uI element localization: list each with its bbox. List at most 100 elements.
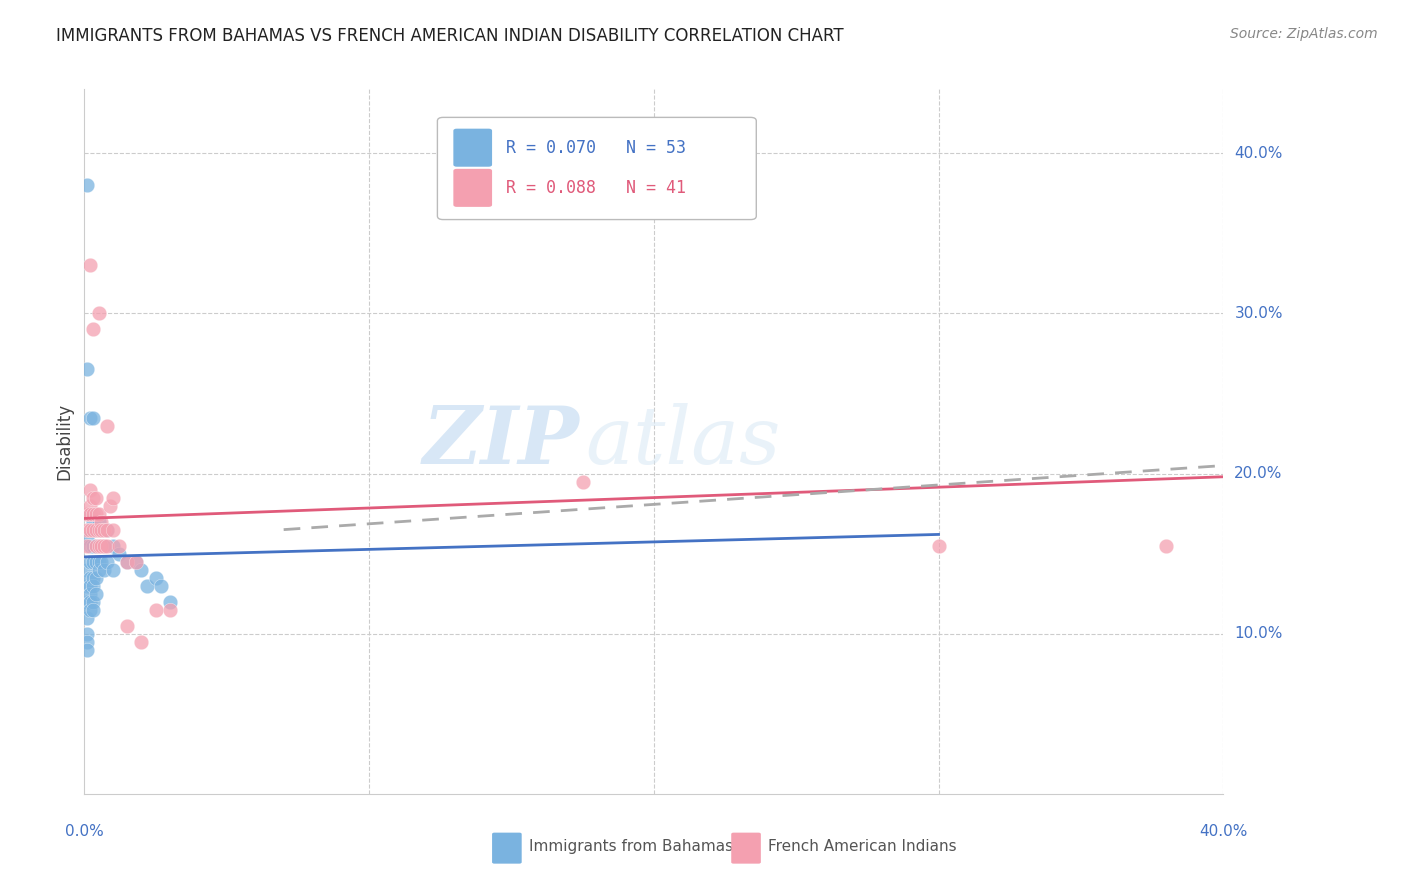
- Point: [79, 539, 101, 553]
- Point: [79, 499, 101, 513]
- Point: [82, 507, 104, 521]
- Point: [84, 507, 107, 521]
- Point: [98, 499, 121, 513]
- Point: [131, 563, 153, 577]
- Point: [90, 523, 112, 537]
- Point: [84, 539, 107, 553]
- Point: [87, 539, 110, 553]
- Point: [101, 523, 124, 537]
- Point: [79, 507, 101, 521]
- Text: 40.0%: 40.0%: [1199, 824, 1247, 839]
- Point: [571, 475, 593, 489]
- Point: [90, 523, 112, 537]
- Point: [79, 595, 101, 609]
- Point: [87, 539, 110, 553]
- Point: [107, 547, 129, 561]
- Point: [82, 555, 104, 569]
- Point: [82, 595, 104, 609]
- Point: [79, 555, 101, 569]
- Point: [79, 603, 101, 617]
- Point: [145, 603, 167, 617]
- Point: [107, 539, 129, 553]
- Point: [79, 483, 101, 497]
- Point: [84, 587, 107, 601]
- Text: Source: ZipAtlas.com: Source: ZipAtlas.com: [1230, 27, 1378, 41]
- Point: [115, 618, 138, 632]
- Point: [115, 555, 138, 569]
- Point: [76, 523, 98, 537]
- Point: [84, 491, 107, 505]
- Point: [84, 523, 107, 537]
- Point: [87, 306, 110, 320]
- Point: [82, 515, 104, 529]
- Point: [76, 531, 98, 545]
- Point: [79, 507, 101, 521]
- FancyBboxPatch shape: [437, 118, 756, 219]
- Point: [82, 410, 104, 425]
- Point: [87, 563, 110, 577]
- Point: [90, 515, 112, 529]
- Text: atlas: atlas: [585, 403, 780, 480]
- Point: [1156, 539, 1178, 553]
- FancyBboxPatch shape: [453, 169, 492, 207]
- Point: [84, 571, 107, 585]
- Point: [79, 258, 101, 272]
- Point: [79, 571, 101, 585]
- Point: [90, 539, 112, 553]
- Text: 40.0%: 40.0%: [1234, 145, 1282, 161]
- Point: [159, 603, 181, 617]
- Text: 0.0%: 0.0%: [65, 824, 104, 839]
- Point: [93, 523, 115, 537]
- FancyBboxPatch shape: [492, 832, 522, 863]
- Point: [87, 515, 110, 529]
- Point: [76, 362, 98, 376]
- Point: [79, 523, 101, 537]
- Point: [101, 539, 124, 553]
- Point: [76, 634, 98, 648]
- Point: [76, 579, 98, 593]
- Text: 10.0%: 10.0%: [1234, 626, 1282, 641]
- Point: [79, 587, 101, 601]
- Point: [82, 539, 104, 553]
- Text: Immigrants from Bahamas: Immigrants from Bahamas: [529, 839, 733, 855]
- Y-axis label: Disability: Disability: [55, 403, 73, 480]
- Point: [76, 595, 98, 609]
- Point: [76, 539, 98, 553]
- Point: [928, 539, 950, 553]
- Point: [93, 539, 115, 553]
- Point: [96, 418, 118, 433]
- Point: [87, 523, 110, 537]
- Point: [145, 571, 167, 585]
- Point: [82, 571, 104, 585]
- Point: [96, 539, 118, 553]
- Point: [76, 178, 98, 193]
- Point: [76, 507, 98, 521]
- Point: [159, 595, 181, 609]
- Text: 20.0%: 20.0%: [1234, 467, 1282, 481]
- Point: [96, 523, 118, 537]
- Point: [101, 563, 124, 577]
- Text: IMMIGRANTS FROM BAHAMAS VS FRENCH AMERICAN INDIAN DISABILITY CORRELATION CHART: IMMIGRANTS FROM BAHAMAS VS FRENCH AMERIC…: [56, 27, 844, 45]
- Point: [124, 555, 146, 569]
- Point: [79, 410, 101, 425]
- Point: [93, 563, 115, 577]
- Point: [82, 579, 104, 593]
- Point: [84, 523, 107, 537]
- Point: [136, 579, 159, 593]
- Text: ZIP: ZIP: [423, 403, 579, 480]
- Point: [82, 523, 104, 537]
- Point: [90, 539, 112, 553]
- Text: R = 0.088   N = 41: R = 0.088 N = 41: [506, 179, 686, 197]
- Point: [76, 626, 98, 640]
- Point: [115, 555, 138, 569]
- Point: [82, 322, 104, 336]
- Point: [150, 579, 173, 593]
- FancyBboxPatch shape: [453, 128, 492, 167]
- Point: [82, 603, 104, 617]
- Point: [90, 555, 112, 569]
- Point: [93, 539, 115, 553]
- Point: [87, 507, 110, 521]
- Point: [87, 555, 110, 569]
- Text: French American Indians: French American Indians: [768, 839, 956, 855]
- Point: [131, 634, 153, 648]
